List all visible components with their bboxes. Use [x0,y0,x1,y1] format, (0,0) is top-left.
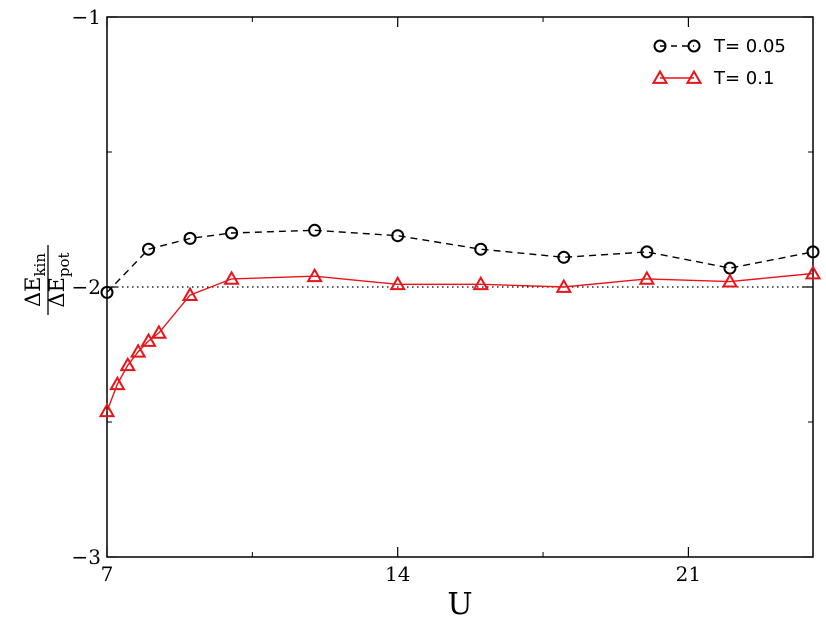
data-point [806,245,820,259]
series-2 [98,264,822,418]
y-tick-label: −2 [72,275,101,299]
legend-marker [685,69,703,84]
series-1 [100,223,820,299]
data-point [109,375,126,391]
x-tick-label: 14 [385,562,410,586]
data-point [225,226,239,240]
x-axis-title: U [447,587,472,620]
data-point [472,275,489,291]
data-point [98,402,116,418]
legend-marker [651,69,669,84]
x-tick-label: 21 [676,562,701,586]
data-point [100,285,114,299]
data-point [804,264,822,280]
data-point [723,261,737,275]
data-point [306,267,323,283]
data-point [391,229,405,243]
x-tick-label: 7 [101,562,114,586]
y-axis-title-numerator: ΔEkin [21,253,49,307]
legend-marker [687,39,701,53]
y-axis-title-denominator: ΔEpot [45,252,73,307]
data-point [638,270,656,285]
data-point [140,332,157,347]
data-point [181,286,199,301]
data-point [223,270,240,285]
data-point [142,242,156,256]
data-point [474,242,488,256]
data-point [721,273,739,288]
legend-label: T= 0.05 [713,36,786,57]
data-point [555,278,573,293]
data-point [557,250,571,264]
data-point [389,275,406,291]
data-point [119,356,136,372]
data-point [129,343,147,358]
series-layer [98,223,822,418]
series-line [106,229,814,293]
data-point [640,245,654,259]
ticks-layer: 7 14 21 −3 −2 −1 [72,5,813,586]
data-point [183,231,197,245]
data-point [150,324,168,339]
data-point [308,223,322,237]
legend-label: T= 0.1 [713,68,774,89]
y-axis-title: ΔEkin ΔEpot [21,245,73,315]
series-line [106,272,814,412]
y-tick-label: −3 [72,545,101,569]
legend: T= 0.05 T= 0.1 [651,36,786,89]
y-tick-label: −1 [72,5,101,29]
legend-marker [653,39,667,53]
